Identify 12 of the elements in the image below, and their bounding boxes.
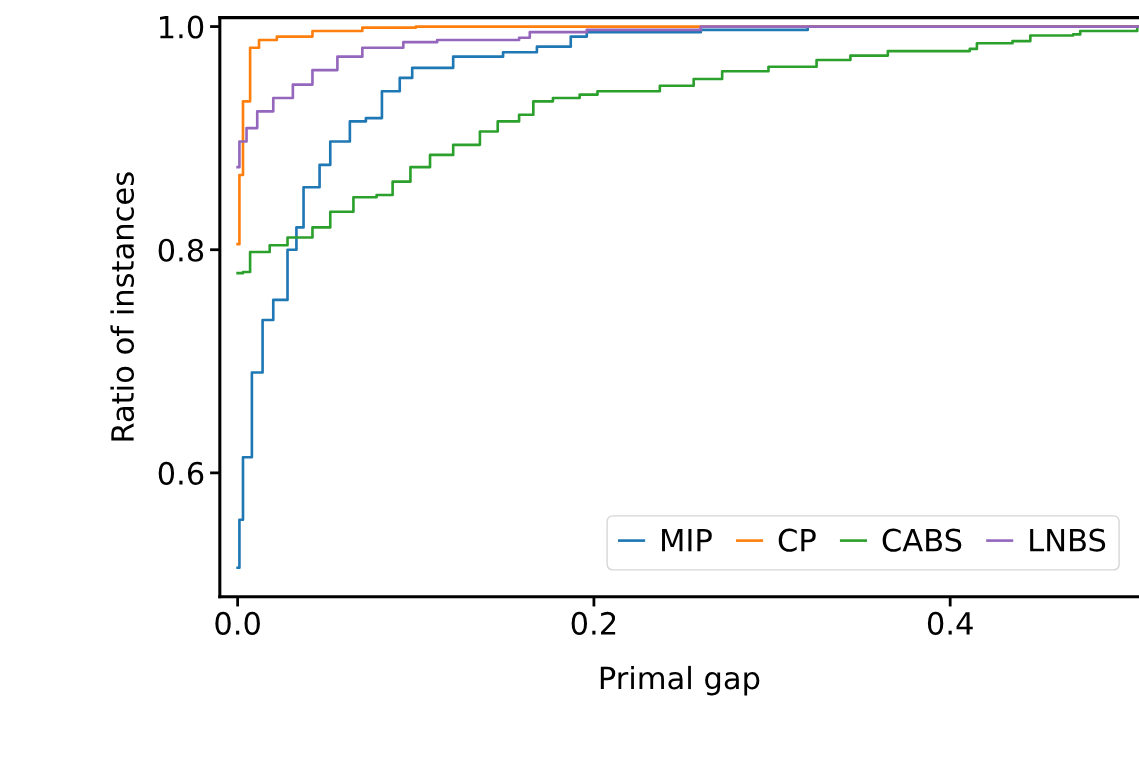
legend-label: LNBS [1030, 528, 1106, 552]
legend-label: CP [778, 528, 816, 552]
x-tick-label: 0.2 [571, 611, 616, 635]
x-tick-label: 0.0 [215, 611, 260, 635]
y-tick-label: 0.8 [158, 238, 204, 262]
y-tick-label: 1.0 [160, 15, 204, 39]
x-axis-title: Primal gap [600, 665, 760, 696]
x-tick-label: 0.4 [927, 611, 973, 635]
y-axis-title: Ratio of instances [110, 172, 135, 441]
y-tick-label: 0.6 [158, 461, 204, 485]
legend-label: MIP [662, 529, 712, 552]
legend-label: CABS [882, 528, 962, 552]
